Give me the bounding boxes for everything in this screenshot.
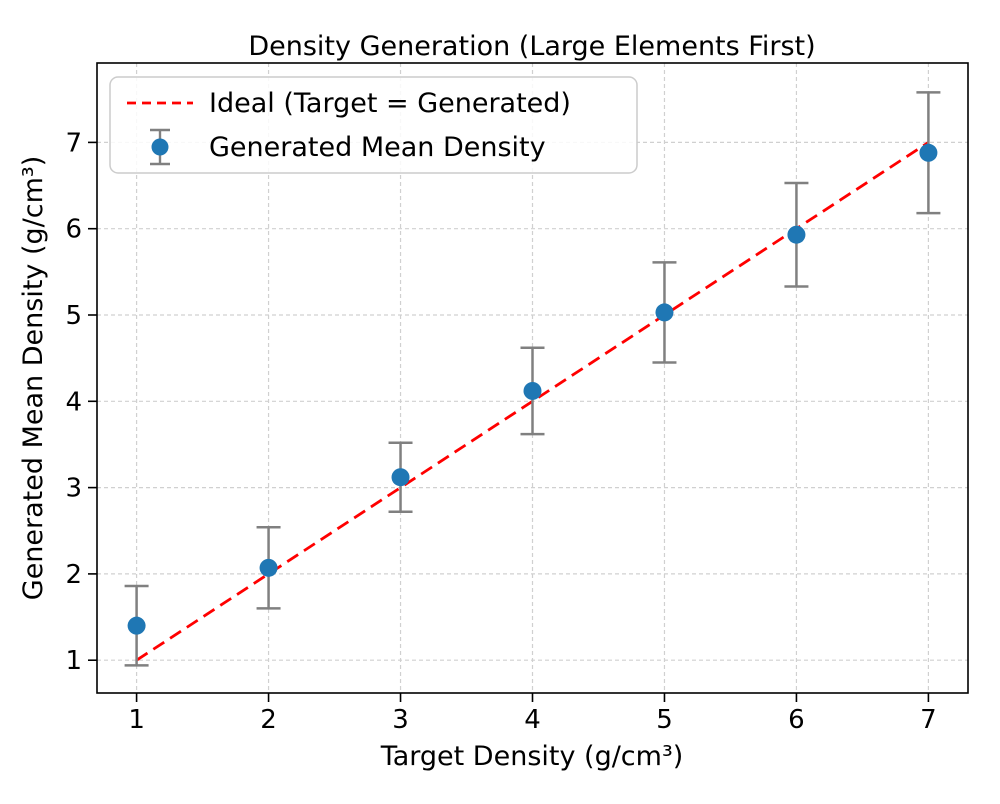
legend-label-generated: Generated Mean Density (209, 132, 546, 163)
chart-title: Density Generation (Large Elements First… (248, 31, 815, 62)
x-axis-label: Target Density (g/cm³) (380, 741, 684, 772)
y-tick-label-7: 7 (65, 128, 82, 158)
data-point-7 (919, 143, 938, 162)
legend: Ideal (Target = Generated) Generated Mea… (109, 76, 638, 174)
data-point-group-7 (916, 91, 941, 215)
data-point-group-1 (124, 584, 149, 667)
data-point-4 (523, 381, 542, 400)
y-tick-label-1: 1 (65, 646, 82, 676)
data-point-3 (391, 468, 410, 487)
y-axis-label: Generated Mean Density (g/cm³) (18, 156, 49, 600)
data-point-group-5 (652, 261, 677, 364)
data-point-5 (655, 303, 674, 322)
series-layer (124, 91, 941, 667)
legend-label-ideal: Ideal (Target = Generated) (209, 88, 571, 119)
y-tick-label-2: 2 (65, 560, 82, 590)
data-point-1 (127, 616, 146, 635)
x-tick-label-3: 3 (392, 705, 409, 735)
x-tick-label-6: 6 (788, 705, 805, 735)
x-tick-label-1: 1 (128, 705, 145, 735)
data-point-group-4 (520, 346, 545, 436)
x-tick-label-5: 5 (656, 705, 673, 735)
data-point-group-2 (256, 526, 281, 610)
data-point-group-3 (388, 441, 413, 514)
y-tick-label-5: 5 (65, 301, 82, 331)
y-tick-label-4: 4 (65, 387, 82, 417)
data-point-group-6 (784, 181, 809, 288)
data-point-6 (787, 225, 806, 244)
data-point-2 (259, 558, 278, 577)
legend-errorbar-marker-sample (150, 128, 170, 166)
plot-border (96, 62, 969, 694)
x-tick-label-2: 2 (260, 705, 277, 735)
y-tick-label-3: 3 (65, 474, 82, 504)
y-tick-label-6: 6 (65, 215, 82, 245)
x-tick-label-7: 7 (920, 705, 937, 735)
legend-box (109, 76, 638, 174)
x-tick-label-4: 4 (524, 705, 541, 735)
axis-layer: 1 2 3 4 5 6 7 1 2 3 4 5 6 7 (65, 128, 936, 735)
